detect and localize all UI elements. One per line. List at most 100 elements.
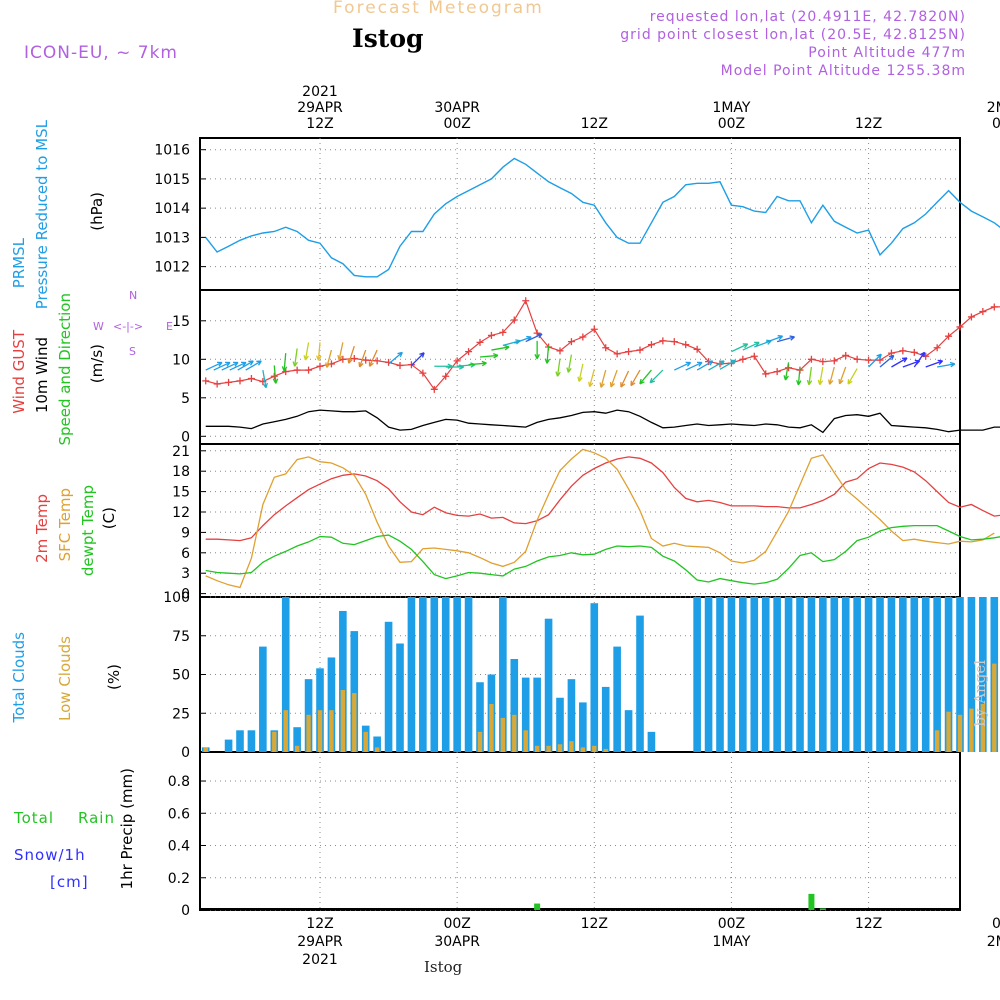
wind-direction-arrow: [544, 345, 551, 364]
low-cloud-bar: [306, 714, 311, 752]
top-time-label: 12Z: [581, 116, 608, 132]
gust-marker: [762, 370, 770, 378]
top-time-label: 00Z: [443, 116, 470, 132]
wind-direction-arrow: [292, 348, 298, 367]
gust-marker: [990, 303, 998, 311]
gust-marker: [750, 352, 758, 360]
gust-marker: [373, 357, 381, 365]
low-cloud-bar: [603, 748, 608, 752]
total-cloud-bar: [510, 659, 519, 752]
t2m-label: 2m Temp: [33, 494, 51, 563]
wind-direction-arrow: [630, 369, 641, 387]
wind-direction-arrow: [525, 333, 543, 343]
wind-direction-arrow: [555, 358, 561, 377]
precipitation-ytick-label: 0.8: [168, 774, 190, 790]
total-clouds-label: Total Clouds: [10, 632, 28, 723]
bottom-time-label: 12Z: [581, 916, 608, 932]
wind-direction-arrow: [817, 366, 824, 386]
total-cloud-bar: [761, 597, 770, 752]
precipitation-ytick-label: 0.4: [168, 839, 190, 855]
bottom-time-label: 12Z: [306, 916, 333, 932]
low-cloud-bar: [946, 711, 951, 752]
low-cloud-bar: [992, 663, 997, 752]
rain-total-label: Total: [14, 809, 55, 827]
wind-direction-arrow: [534, 340, 540, 360]
gust-marker: [590, 325, 598, 333]
low-cloud-bar: [489, 703, 494, 752]
clouds-ytick-label: 100: [163, 590, 190, 606]
total-cloud-bar: [624, 710, 633, 752]
precipitation-panel-frame: [199, 751, 961, 911]
top-time-label: 1MAY: [712, 100, 750, 116]
pressure-ytick-label: 1013: [154, 230, 190, 246]
temp-unit: (C): [100, 507, 118, 530]
dewpt-label: dewpt Temp: [79, 485, 97, 577]
credit-watermark: by Angel: [971, 660, 989, 727]
wind-direction-arrow: [213, 361, 231, 371]
gridpoint-coords: grid point closest lon,lat (20.5E, 42.81…: [620, 27, 966, 43]
low-cloud-bar: [272, 731, 277, 752]
pressure-panel-frame: [199, 137, 961, 291]
wind-direction-arrow: [847, 368, 858, 385]
rain-bar: [808, 893, 815, 910]
total-cloud-bar: [499, 597, 507, 752]
model-altitude: Model Point Altitude 1255.38m: [720, 63, 966, 79]
low-cloud-bar: [329, 710, 334, 752]
wind-direction-arrow: [303, 342, 310, 361]
temperature-ytick-label: 15: [172, 485, 190, 501]
top-time-label: 2021: [302, 84, 338, 100]
bottom-time-label: 00Z: [992, 916, 1000, 932]
compass-n: N: [129, 289, 138, 302]
total-cloud-bar: [281, 597, 290, 752]
wind-ytick-label: 15: [172, 314, 190, 330]
bottom-time-label: 2021: [302, 952, 338, 968]
wind-speed-line: [205, 409, 1000, 434]
wind-direction-arrow: [609, 369, 618, 388]
gust-marker: [567, 338, 575, 346]
wind-direction-arrow: [620, 370, 630, 388]
total-cloud-bar: [224, 739, 233, 752]
wind-direction-arrow: [588, 369, 595, 388]
total-cloud-bar: [373, 736, 381, 752]
top-time-label: 00Z: [992, 116, 1000, 132]
gust-marker: [682, 341, 690, 349]
total-cloud-bar: [613, 646, 621, 752]
wind-direction-arrow: [316, 342, 322, 361]
wind-direction-arrow: [913, 351, 926, 368]
wind-direction-arrow: [731, 343, 749, 353]
low-cloud-bar: [317, 710, 323, 752]
low-cloud-bar: [512, 714, 517, 752]
gust-marker: [202, 377, 210, 385]
wind-direction-arrow: [783, 362, 790, 381]
wind10-label: 10m Wind: [33, 337, 51, 414]
total-cloud-bar: [601, 686, 610, 752]
total-cloud-bar: [796, 597, 804, 752]
gust-marker: [305, 366, 313, 374]
total-cloud-bar: [384, 621, 393, 752]
gust-marker: [430, 385, 438, 393]
precipitation-ytick-label: 0.2: [168, 871, 190, 887]
top-time-label: 30APR: [434, 100, 480, 116]
wind-direction-arrow: [281, 353, 288, 372]
total-cloud-bar: [419, 597, 427, 752]
total-cloud-bar: [887, 597, 896, 752]
total-cloud-bar: [910, 597, 919, 752]
gust-marker: [510, 316, 518, 324]
gust-marker: [533, 329, 541, 337]
gust-marker: [625, 348, 633, 356]
temperature-ytick-label: 0: [181, 587, 190, 603]
total-cloud-bar: [967, 597, 976, 752]
total-cloud-bar: [407, 597, 416, 752]
snow-unit: [cm]: [50, 873, 89, 891]
temperature-ytick-label: 9: [181, 525, 190, 541]
total-cloud-bar: [327, 657, 336, 752]
low-cloud-bar: [980, 703, 986, 752]
total-cloud-bar: [933, 597, 941, 752]
gust-marker: [453, 357, 461, 365]
clouds-ytick-label: 75: [172, 629, 190, 645]
wind-direction-arrow: [696, 360, 714, 371]
rain-bar: [534, 903, 541, 910]
total-cloud-bar: [579, 702, 587, 752]
